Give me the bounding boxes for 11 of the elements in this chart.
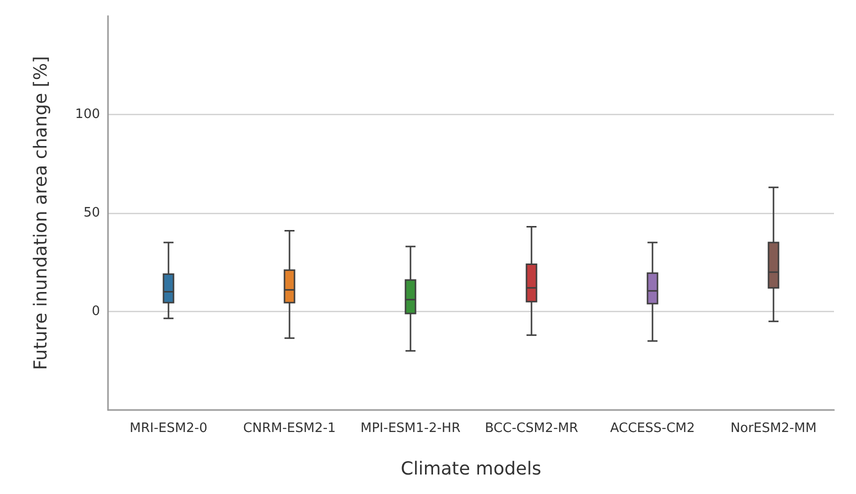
- y-tick-label: 0: [92, 304, 100, 319]
- y-tick-label: 100: [75, 107, 100, 122]
- x-tick-label: MRI-ESM2-0: [130, 421, 208, 436]
- x-tick-label: CNRM-ESM2-1: [243, 421, 336, 436]
- y-tick-label: 50: [83, 206, 100, 220]
- x-axis-title: Climate models: [400, 458, 542, 480]
- x-tick-label: MPI-ESM1-2-HR: [360, 421, 460, 436]
- x-tick-label: BCC-CSM2-MR: [484, 421, 578, 436]
- x-tick-label: NorESM2-MM: [730, 421, 817, 436]
- y-axis-title: Future inundation area change [%]: [30, 56, 52, 370]
- x-tick-label: ACCESS-CM2: [610, 421, 695, 436]
